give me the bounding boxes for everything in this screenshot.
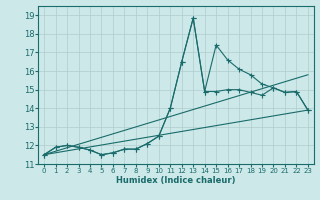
X-axis label: Humidex (Indice chaleur): Humidex (Indice chaleur) (116, 176, 236, 185)
